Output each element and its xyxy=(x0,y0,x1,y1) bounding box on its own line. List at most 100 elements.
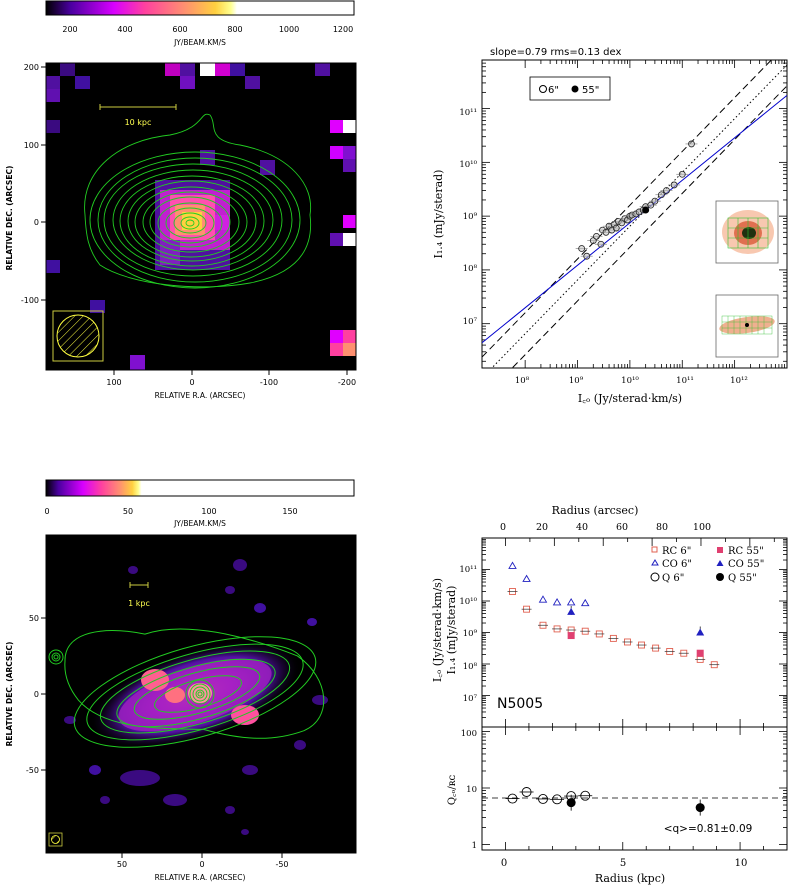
lower-frame xyxy=(481,726,788,851)
x-tick: 10¹⁰ xyxy=(621,376,639,386)
top-tick: 0 xyxy=(500,522,506,533)
legend-co6-marker xyxy=(651,559,659,566)
legend-filled-circle xyxy=(571,85,579,93)
data-point-6arcsec xyxy=(647,201,655,209)
y-axis-label: RELATIVE DEC. (ARCSEC) xyxy=(5,166,14,271)
y-axis-label: I₁.₄ (mJy/sterad) xyxy=(432,170,445,259)
x-axis-label: I꜀ₒ (Jy/sterad·km/s) xyxy=(578,392,682,405)
beam-ellipse xyxy=(56,314,100,358)
unity-line xyxy=(491,64,787,368)
top-tick: 20 xyxy=(536,522,548,533)
legend-rc6-marker xyxy=(651,546,658,553)
y-tick: 10¹⁰ xyxy=(459,597,477,607)
panel-moment-map-top: 200 400 600 800 1000 1200 JY/BEAM.KM/S xyxy=(5,0,357,400)
data-point-6arcsec xyxy=(651,197,659,205)
legend-label: RC 55" xyxy=(728,546,764,557)
scale-bar-label: 10 kpc xyxy=(125,118,152,127)
y-tick: 0 xyxy=(34,218,39,227)
scale-bar-label: 1 kpc xyxy=(128,599,150,608)
q-annotation: <q>=0.81±0.09 xyxy=(664,823,753,835)
y-tick: 10 xyxy=(466,785,477,795)
galaxy-name: N5005 xyxy=(497,696,543,712)
x-tick: -100 xyxy=(260,378,278,387)
legend-label: Q 6" xyxy=(662,573,684,584)
legend-co55-marker xyxy=(716,560,724,566)
colorbar-tick: 800 xyxy=(227,25,242,34)
data-point-55arcsec xyxy=(642,206,650,214)
data-point-6arcsec xyxy=(602,228,610,236)
q6-point xyxy=(580,790,591,801)
co6-point xyxy=(566,598,576,606)
x-axis-label: RELATIVE R.A. (ARCSEC) xyxy=(155,873,246,882)
legend-label: 55" xyxy=(582,85,599,96)
y-tick: 200 xyxy=(24,63,39,72)
y-tick: 10⁸ xyxy=(463,662,478,672)
x-tick: 10¹¹ xyxy=(676,376,694,386)
beam-box xyxy=(48,832,63,847)
lower-y-label: Q꜀ₒ/ʀᴄ xyxy=(447,775,458,805)
data-point-6arcsec xyxy=(678,170,686,178)
colorbar-unit: JY/BEAM.KM/S xyxy=(173,38,226,47)
y-tick: 50 xyxy=(29,614,39,623)
legend-open-circle xyxy=(539,85,547,93)
rms-band-upper xyxy=(482,60,772,358)
legend-label: CO 55" xyxy=(728,559,764,570)
data-point-6arcsec xyxy=(612,224,620,232)
upper-y-label: I꜀ₒ (Jy/sterad·km/s) xyxy=(431,578,444,682)
colorbar-tick: 150 xyxy=(282,507,297,516)
y-tick: 0 xyxy=(34,690,39,699)
x-tick: 0 xyxy=(189,378,194,387)
co6-point xyxy=(538,595,548,603)
co6-point xyxy=(508,561,517,569)
x-tick: 10⁸ xyxy=(515,376,530,386)
x-tick: 0 xyxy=(501,858,507,869)
rc55-point xyxy=(567,632,575,640)
beam-ellipse xyxy=(51,835,60,844)
rc55-point xyxy=(696,649,704,657)
top-tick: 80 xyxy=(656,522,668,533)
panel-scatter: slope=0.79 rms=0.13 dex 6" 55" xyxy=(432,47,788,405)
co55-point xyxy=(567,607,576,615)
top-tick: 40 xyxy=(576,522,588,533)
colorbar-tick: 50 xyxy=(123,507,133,516)
colorbar-tick: 200 xyxy=(62,25,77,34)
colorbar-tick: 0 xyxy=(44,507,49,516)
y-tick: -50 xyxy=(26,766,39,775)
x-tick: 50 xyxy=(117,860,127,869)
co6-point xyxy=(580,598,590,607)
colorbar-tick: 100 xyxy=(201,507,216,516)
x-tick: 0 xyxy=(199,860,204,869)
y-tick: 100 xyxy=(461,729,477,739)
data-point-6arcsec xyxy=(583,252,591,260)
colorbar xyxy=(45,0,355,16)
contours xyxy=(48,628,325,748)
y-tick: 10¹¹ xyxy=(459,108,477,118)
y-tick: 100 xyxy=(24,141,39,150)
colorbar-tick: 1200 xyxy=(333,25,353,34)
plot-title: slope=0.79 rms=0.13 dex xyxy=(490,47,621,58)
y-tick: 10¹⁰ xyxy=(459,160,477,170)
y-tick: 10⁹ xyxy=(463,629,478,639)
x-tick: 10⁹ xyxy=(569,376,584,386)
top-tick: 60 xyxy=(616,522,628,533)
data-point-6arcsec xyxy=(688,140,695,148)
data-point-6arcsec xyxy=(663,187,670,194)
q6-point xyxy=(552,794,563,805)
co55-point xyxy=(696,628,705,636)
data-point-6arcsec xyxy=(658,191,665,199)
y-tick: 10⁷ xyxy=(463,694,478,704)
x-axis-label: RELATIVE R.A. (ARCSEC) xyxy=(155,391,246,400)
y-tick: 10⁷ xyxy=(463,317,478,327)
plot-frame xyxy=(481,59,788,369)
fit-line xyxy=(482,94,787,344)
q55-point xyxy=(566,798,576,808)
colorbar-tick: 400 xyxy=(117,25,132,34)
top-tick: 100 xyxy=(693,522,711,533)
colorbar xyxy=(45,479,355,497)
y-tick: -100 xyxy=(21,296,39,305)
x-tick: 10¹² xyxy=(730,376,748,386)
q6-point xyxy=(507,793,518,804)
y-axis-label: RELATIVE DEC. (ARCSEC) xyxy=(5,642,14,747)
legend-label: Q 55" xyxy=(728,573,757,584)
